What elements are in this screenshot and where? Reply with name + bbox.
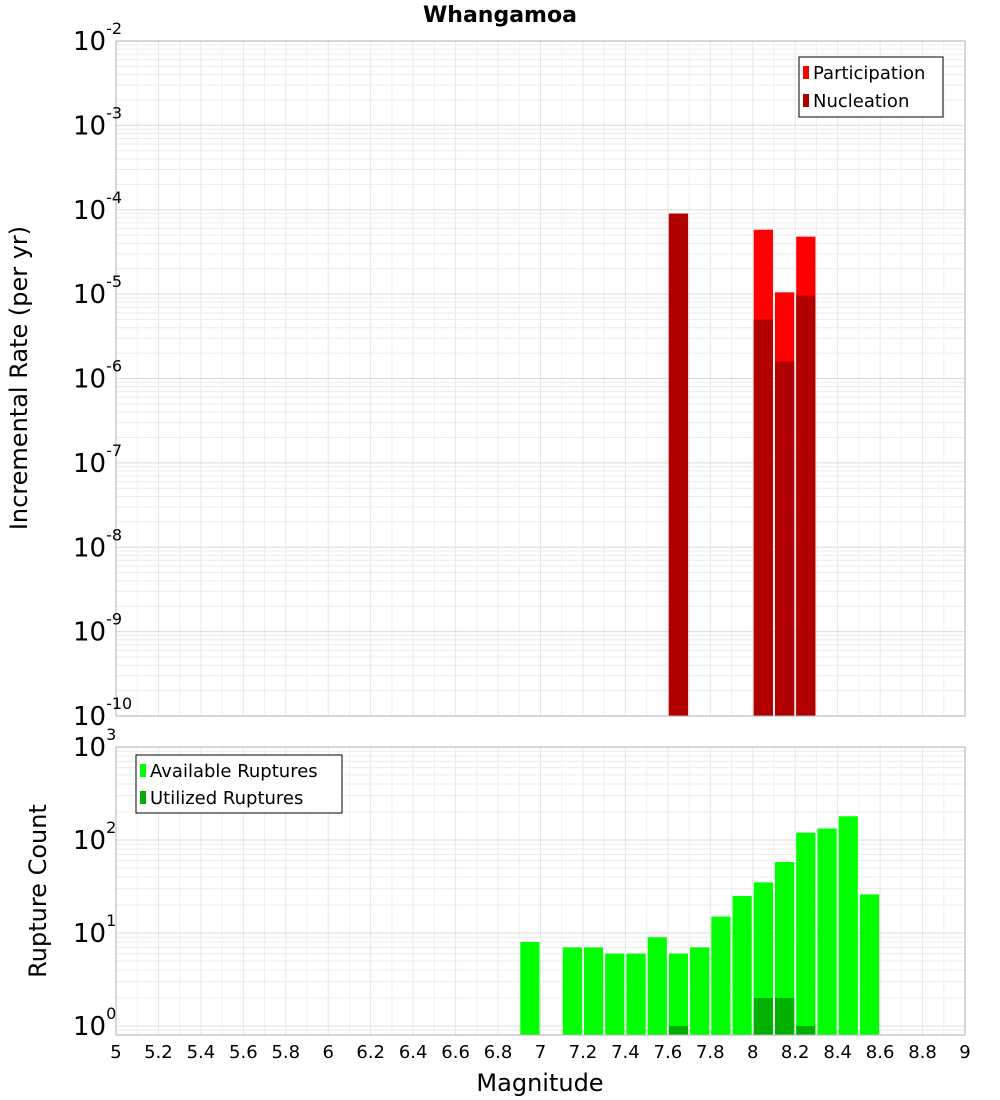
count-bar-utilized-ruptures-3 [796, 1025, 816, 1035]
x-tick-2: 5.4 [187, 1042, 216, 1063]
x-tick-12: 7.4 [611, 1042, 640, 1063]
rate-y-tick-1: 10-9 [73, 610, 122, 648]
count-y-tick-3: 103 [73, 725, 116, 763]
count-bar-available-ruptures-14 [838, 816, 858, 1035]
count-bar-available-ruptures-11 [774, 861, 795, 1035]
rate-legend-box [798, 56, 944, 118]
x-tick-1: 5.2 [144, 1042, 173, 1063]
x-tick-4: 5.8 [271, 1042, 300, 1063]
rate-y-tick-5: 10-5 [73, 272, 122, 310]
count-bar-available-ruptures-13 [817, 828, 837, 1035]
legend-nucleation-label: Nucleation [813, 91, 909, 112]
rate-y-tick-6: 10-4 [73, 188, 122, 226]
count-bar-available-ruptures-3 [605, 953, 625, 1035]
count-y-tick-1: 101 [73, 911, 116, 949]
x-tick-17: 8.4 [823, 1042, 852, 1063]
count-bar-available-ruptures-2 [583, 947, 604, 1035]
x-tick-3: 5.6 [229, 1042, 258, 1063]
count-plot-border [115, 746, 966, 1036]
rate-y-tick-0: 10-10 [73, 694, 132, 732]
count-bar-available-ruptures-9 [732, 895, 752, 1035]
x-tick-5: 6 [323, 1042, 334, 1063]
count-legend-box [135, 754, 343, 814]
count-bar-available-ruptures-12 [796, 832, 816, 1035]
count-bar-available-ruptures-10 [753, 882, 773, 1035]
x-tick-15: 8 [747, 1042, 758, 1063]
count-bar-available-ruptures-7 [690, 947, 710, 1035]
x-tick-10: 7 [535, 1042, 546, 1063]
x-tick-14: 7.8 [696, 1042, 725, 1063]
rate-y-tick-3: 10-7 [73, 441, 122, 479]
count-y-tick-0: 100 [73, 1004, 116, 1042]
legend-participation-swatch [803, 66, 809, 79]
rate-grid [116, 41, 966, 716]
count-legend: Available Ruptures Utilized Ruptures [135, 754, 343, 814]
x-tick-9: 6.8 [484, 1042, 513, 1063]
rate-y-tick-2: 10-8 [73, 525, 122, 563]
rate-y-tick-8: 10-2 [73, 19, 122, 57]
rate-bar-nucleation-2 [774, 361, 795, 716]
x-tick-8: 6.6 [441, 1042, 470, 1063]
count-bar-available-ruptures-5 [647, 937, 667, 1035]
x-tick-20: 9 [959, 1042, 970, 1063]
x-tick-18: 8.6 [866, 1042, 895, 1063]
count-panel: 100 101 102 103 5 5.2 5.4 5.6 5.8 6 6.2 6.4 6.6 6.8 7… [24, 725, 971, 1097]
x-tick-7: 6.4 [399, 1042, 428, 1063]
rate-y-tick-4: 10-6 [73, 357, 122, 395]
x-tick-13: 7.6 [654, 1042, 683, 1063]
x-tick-0: 5 [110, 1042, 121, 1063]
count-bars [520, 816, 880, 1035]
rate-y-tick-labels: 10-10 10-9 10-8 10-7 10-6 10-5 10-4 10-3 10-2 [73, 19, 132, 732]
legend-utilized-label: Utilized Ruptures [150, 788, 303, 809]
count-y-axis-label: Rupture Count [24, 804, 52, 978]
count-bar-available-ruptures-6 [668, 953, 689, 1035]
x-tick-19: 8.8 [908, 1042, 937, 1063]
rate-bars [668, 213, 816, 717]
count-bar-available-ruptures-15 [859, 894, 880, 1035]
legend-available-swatch [140, 764, 146, 777]
x-tick-16: 8.2 [781, 1042, 810, 1063]
count-y-tick-2: 102 [73, 818, 116, 856]
legend-participation-label: Participation [813, 63, 925, 84]
count-bar-available-ruptures-8 [711, 916, 731, 1035]
count-bar-utilized-ruptures-0 [668, 1025, 689, 1035]
count-bar-available-ruptures-1 [562, 947, 582, 1035]
legend-utilized-swatch [140, 791, 146, 804]
rate-plot-border [115, 40, 966, 717]
rate-panel: 10-10 10-9 10-8 10-7 10-6 10-5 10-4 10-3 10-2 In… [5, 19, 966, 732]
rate-bar-nucleation-1 [753, 319, 773, 716]
rate-legend: Participation Nucleation [798, 56, 944, 118]
legend-available-label: Available Ruptures [150, 761, 318, 782]
rate-bar-nucleation-3 [796, 295, 816, 716]
count-bar-utilized-ruptures-2 [774, 997, 795, 1035]
legend-nucleation-swatch [803, 94, 809, 107]
chart-title: Whangamoa [423, 3, 577, 28]
count-bar-utilized-ruptures-1 [753, 997, 773, 1035]
rate-bar-nucleation-0 [668, 213, 689, 717]
x-tick-6: 6.2 [356, 1042, 385, 1063]
rate-y-tick-7: 10-3 [73, 103, 122, 141]
x-tick-11: 7.2 [569, 1042, 598, 1063]
count-y-tick-labels: 100 101 102 103 [73, 725, 116, 1042]
count-bar-available-ruptures-0 [520, 942, 540, 1035]
rate-y-axis-label: Incremental Rate (per yr) [5, 226, 33, 530]
x-tick-labels: 5 5.2 5.4 5.6 5.8 6 6.2 6.4 6.6 6.8 7 7.2 7.4 7.6 7.8 8… [110, 1042, 970, 1063]
count-bar-available-ruptures-4 [626, 953, 646, 1035]
x-axis-label: Magnitude [476, 1069, 603, 1097]
